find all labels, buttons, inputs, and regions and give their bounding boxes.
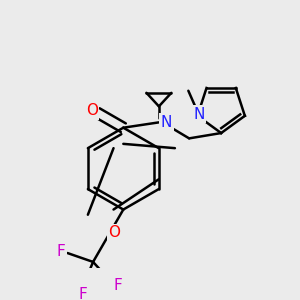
Text: N: N [194,106,205,122]
Text: F: F [114,278,122,293]
Text: F: F [57,244,65,259]
Text: N: N [161,115,172,130]
Text: F: F [78,287,87,300]
Text: O: O [86,103,98,118]
Text: O: O [109,225,121,240]
